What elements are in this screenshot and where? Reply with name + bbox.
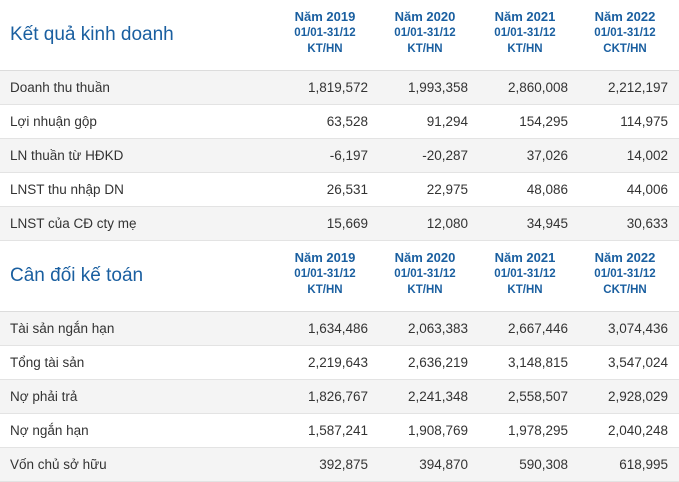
row-label: Doanh thu thuần — [10, 80, 110, 95]
row-value: 2,667,446 — [507, 321, 568, 336]
column-period: 01/01-31/12 — [394, 268, 456, 280]
row-value: 12,080 — [426, 216, 468, 231]
row-value: 2,219,643 — [307, 355, 368, 370]
column-period: 01/01-31/12 — [494, 268, 556, 280]
column-header: Năm 2021 01/01-31/12 KT/HN — [475, 250, 575, 298]
column-period: 01/01-31/12 — [594, 268, 656, 280]
row-value: 30,633 — [626, 216, 668, 231]
row-value: 618,995 — [619, 457, 668, 472]
row-value: 34,945 — [526, 216, 568, 231]
table-row: Nợ ngắn hạn 1,587,241 1,908,769 1,978,29… — [0, 414, 679, 448]
table-row: LNST thu nhập DN 26,531 22,975 48,086 44… — [0, 173, 679, 207]
row-value: 37,026 — [526, 148, 568, 163]
column-type: CKT/HN — [603, 43, 647, 55]
row-label: Lợi nhuận gộp — [10, 114, 97, 129]
column-type: KT/HN — [507, 43, 543, 55]
row-value: 2,040,248 — [607, 423, 668, 438]
column-year: Năm 2019 — [294, 9, 356, 24]
row-value: 14,002 — [626, 148, 668, 163]
row-label: Nợ phải trả — [10, 389, 78, 404]
row-value: 392,875 — [319, 457, 368, 472]
row-label: Tài sản ngắn hạn — [10, 321, 115, 336]
column-header: Năm 2019 01/01-31/12 KT/HN — [275, 9, 375, 57]
table-row: Doanh thu thuần 1,819,572 1,993,358 2,86… — [0, 71, 679, 105]
table-row: LN thuần từ HĐKD -6,197 -20,287 37,026 1… — [0, 139, 679, 173]
table-row: Vốn chủ sở hữu 392,875 394,870 590,308 6… — [0, 448, 679, 482]
business-results-section: Kết quả kinh doanh Năm 2019 01/01-31/12 … — [0, 0, 679, 241]
balance-sheet-section: Cân đối kế toán Năm 2019 01/01-31/12 KT/… — [0, 241, 679, 482]
column-header: Năm 2021 01/01-31/12 KT/HN — [475, 9, 575, 57]
row-value: 1,908,769 — [407, 423, 468, 438]
column-header: Năm 2020 01/01-31/12 KT/HN — [375, 250, 475, 298]
row-label: LNST của CĐ cty mẹ — [10, 216, 137, 231]
row-value: -20,287 — [422, 148, 468, 163]
row-value: 2,241,348 — [407, 389, 468, 404]
row-value: 2,860,008 — [507, 80, 568, 95]
row-value: 114,975 — [620, 114, 668, 129]
column-type: KT/HN — [307, 284, 343, 296]
column-type: KT/HN — [407, 43, 443, 55]
row-value: 154,295 — [519, 114, 568, 129]
column-header: Năm 2020 01/01-31/12 KT/HN — [375, 9, 475, 57]
column-period: 01/01-31/12 — [394, 27, 456, 39]
column-header: Năm 2019 01/01-31/12 KT/HN — [275, 250, 375, 298]
table-row: Lợi nhuận gộp 63,528 91,294 154,295 114,… — [0, 105, 679, 139]
row-value: 1,826,767 — [307, 389, 368, 404]
column-year: Năm 2022 — [594, 250, 656, 265]
column-type: KT/HN — [307, 43, 343, 55]
column-year: Năm 2019 — [294, 250, 356, 265]
table-row: LNST của CĐ cty mẹ 15,669 12,080 34,945 … — [0, 207, 679, 241]
table-row: Tổng tài sản 2,219,643 2,636,219 3,148,8… — [0, 346, 679, 380]
table-row: Tài sản ngắn hạn 1,634,486 2,063,383 2,6… — [0, 312, 679, 346]
column-type: KT/HN — [507, 284, 543, 296]
column-type: CKT/HN — [603, 284, 647, 296]
column-year: Năm 2021 — [494, 250, 556, 265]
column-period: 01/01-31/12 — [494, 27, 556, 39]
row-label: LN thuần từ HĐKD — [10, 148, 124, 163]
column-year: Năm 2020 — [394, 9, 456, 24]
row-value: 91,294 — [426, 114, 468, 129]
row-value: 3,547,024 — [607, 355, 668, 370]
row-value: 394,870 — [419, 457, 468, 472]
row-value: 2,063,383 — [407, 321, 468, 336]
row-value: 63,528 — [326, 114, 368, 129]
row-value: 2,636,219 — [407, 355, 468, 370]
row-label: LNST thu nhập DN — [10, 182, 124, 197]
column-year: Năm 2021 — [494, 9, 556, 24]
row-value: 590,308 — [519, 457, 568, 472]
column-period: 01/01-31/12 — [594, 27, 656, 39]
row-value: 26,531 — [326, 182, 368, 197]
column-header: Năm 2022 01/01-31/12 CKT/HN — [575, 250, 675, 298]
column-period: 01/01-31/12 — [294, 268, 356, 280]
column-period: 01/01-31/12 — [294, 27, 356, 39]
row-value: 1,993,358 — [407, 80, 468, 95]
business-results-header: Kết quả kinh doanh Năm 2019 01/01-31/12 … — [0, 0, 679, 71]
row-label: Nợ ngắn hạn — [10, 423, 89, 438]
row-value: 2,212,197 — [607, 80, 668, 95]
row-value: -6,197 — [329, 148, 368, 163]
row-value: 1,819,572 — [307, 80, 368, 95]
row-value: 2,558,507 — [507, 389, 568, 404]
row-value: 44,006 — [626, 182, 668, 197]
row-value: 2,928,029 — [607, 389, 668, 404]
row-value: 3,074,436 — [607, 321, 668, 336]
column-year: Năm 2020 — [394, 250, 456, 265]
row-value: 3,148,815 — [507, 355, 568, 370]
row-value: 48,086 — [526, 182, 568, 197]
row-value: 1,634,486 — [307, 321, 368, 336]
row-value: 22,975 — [426, 182, 468, 197]
row-value: 1,978,295 — [507, 423, 568, 438]
section-title: Cân đối kế toán — [10, 265, 144, 286]
column-header: Năm 2022 01/01-31/12 CKT/HN — [575, 9, 675, 57]
section-title: Kết quả kinh doanh — [10, 24, 174, 45]
column-type: KT/HN — [407, 284, 443, 296]
row-label: Tổng tài sản — [10, 355, 85, 370]
row-value: 1,587,241 — [307, 423, 368, 438]
table-row: Nợ phải trả 1,826,767 2,241,348 2,558,50… — [0, 380, 679, 414]
balance-sheet-header: Cân đối kế toán Năm 2019 01/01-31/12 KT/… — [0, 241, 679, 312]
row-label: Vốn chủ sở hữu — [10, 457, 107, 472]
row-value: 15,669 — [326, 216, 368, 231]
column-year: Năm 2022 — [594, 9, 656, 24]
